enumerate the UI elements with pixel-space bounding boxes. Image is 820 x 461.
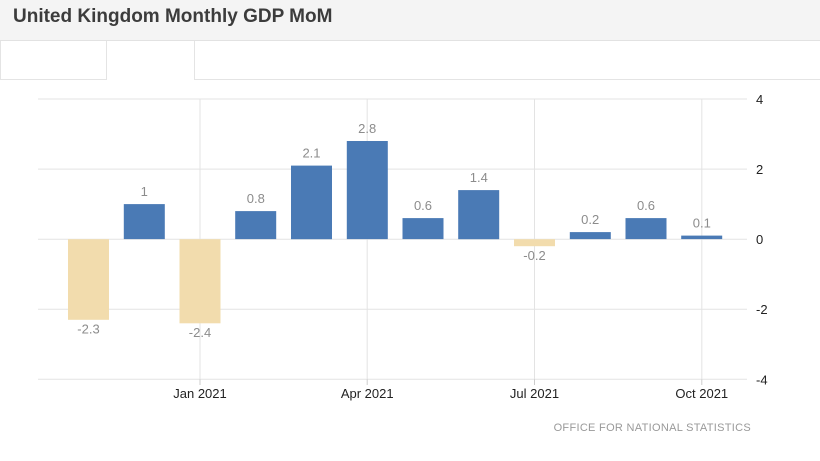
svg-text:2: 2 bbox=[756, 162, 763, 177]
svg-text:OFFICE FOR NATIONAL STATISTICS: OFFICE FOR NATIONAL STATISTICS bbox=[554, 422, 751, 434]
svg-text:4: 4 bbox=[756, 92, 763, 107]
svg-text:-2.4: -2.4 bbox=[189, 325, 211, 340]
svg-text:0.8: 0.8 bbox=[247, 191, 265, 206]
svg-text:Jul 2021: Jul 2021 bbox=[510, 386, 559, 401]
svg-text:1: 1 bbox=[141, 184, 148, 199]
svg-text:Oct 2021: Oct 2021 bbox=[675, 386, 728, 401]
svg-text:0.6: 0.6 bbox=[414, 198, 432, 213]
svg-text:-2.3: -2.3 bbox=[77, 322, 99, 337]
svg-text:2.1: 2.1 bbox=[302, 146, 320, 161]
svg-text:0: 0 bbox=[756, 232, 763, 247]
svg-text:Jan 2021: Jan 2021 bbox=[173, 386, 227, 401]
svg-text:0.1: 0.1 bbox=[693, 216, 711, 231]
svg-text:1.4: 1.4 bbox=[470, 170, 488, 185]
svg-text:-0.2: -0.2 bbox=[523, 248, 545, 263]
svg-text:0.2: 0.2 bbox=[581, 212, 599, 227]
svg-text:-2: -2 bbox=[756, 302, 768, 317]
svg-text:-4: -4 bbox=[756, 372, 768, 387]
svg-text:2.8: 2.8 bbox=[358, 121, 376, 136]
svg-text:0.6: 0.6 bbox=[637, 198, 655, 213]
svg-text:Apr 2021: Apr 2021 bbox=[341, 386, 394, 401]
